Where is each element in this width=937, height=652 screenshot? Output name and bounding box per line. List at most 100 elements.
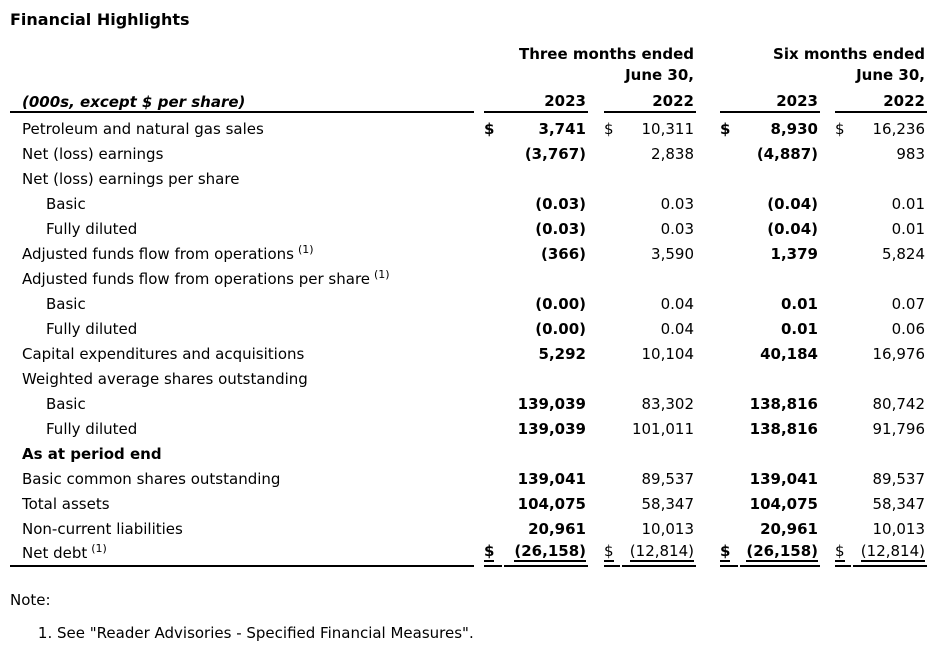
value-cell: 139,041 bbox=[749, 470, 818, 488]
column-spacer bbox=[698, 488, 718, 513]
column-spacer bbox=[476, 263, 482, 288]
currency-cell bbox=[720, 513, 738, 538]
value-cell bbox=[504, 263, 588, 288]
column-spacer bbox=[698, 413, 718, 438]
value-cell bbox=[740, 363, 820, 388]
currency-cell bbox=[835, 138, 851, 163]
table-row: Total assets 104,075 58,347 104,075 58,347 bbox=[10, 488, 927, 513]
value-cell: 91,796 bbox=[872, 420, 926, 438]
currency-cell: $ bbox=[484, 538, 502, 567]
table-row: Net (loss) earnings (3,767) 2,838 (4,887) 98… bbox=[10, 138, 927, 163]
column-spacer bbox=[822, 263, 833, 288]
value-cell bbox=[853, 438, 927, 463]
row-label: Fully diluted bbox=[46, 220, 138, 238]
value-cell: 138,816 bbox=[749, 395, 818, 413]
currency-cell: $ bbox=[484, 120, 495, 138]
value-cell bbox=[853, 163, 927, 188]
currency-cell bbox=[835, 288, 851, 313]
column-spacer bbox=[822, 538, 833, 567]
column-spacer bbox=[822, 288, 833, 313]
period-header-six-months: Six months ended June 30, bbox=[773, 45, 925, 84]
currency-cell bbox=[720, 313, 738, 338]
currency-cell bbox=[604, 263, 620, 288]
value-cell: 3,590 bbox=[651, 245, 694, 263]
row-label: Weighted average shares outstanding bbox=[22, 370, 308, 388]
column-spacer bbox=[822, 238, 833, 263]
currency-cell bbox=[484, 488, 502, 513]
value-cell: 10,311 bbox=[641, 120, 695, 138]
column-spacer bbox=[590, 288, 602, 313]
currency-cell bbox=[835, 238, 851, 263]
currency-cell bbox=[720, 363, 738, 388]
currency-cell bbox=[604, 363, 620, 388]
column-spacer bbox=[476, 338, 482, 363]
column-spacer bbox=[476, 413, 482, 438]
year-header-3m-2022: 2022 bbox=[604, 89, 696, 113]
currency-cell bbox=[484, 513, 502, 538]
column-spacer bbox=[698, 188, 718, 213]
table-row: Adjusted funds flow from operations (1) (3… bbox=[10, 238, 927, 263]
value-cell: 0.01 bbox=[891, 195, 925, 213]
value-cell: (0.03) bbox=[535, 220, 586, 238]
year-header-6m-2022: 2022 bbox=[835, 89, 927, 113]
currency-cell bbox=[604, 238, 620, 263]
period-header-row: Three months ended June 30, Six months e… bbox=[10, 44, 927, 89]
table-row: Basic (0.03) 0.03 (0.04) 0.01 bbox=[10, 188, 927, 213]
row-label: Capital expenditures and acquisitions bbox=[22, 345, 305, 363]
column-spacer bbox=[698, 363, 718, 388]
column-spacer bbox=[476, 89, 482, 113]
currency-cell bbox=[835, 438, 851, 463]
currency-cell bbox=[720, 413, 738, 438]
column-spacer bbox=[822, 89, 833, 113]
row-label: Net (loss) earnings per share bbox=[22, 170, 240, 188]
currency-cell bbox=[720, 338, 738, 363]
column-spacer bbox=[476, 388, 482, 413]
value-cell: 10,013 bbox=[872, 520, 926, 538]
column-spacer bbox=[822, 313, 833, 338]
unit-label: (000s, except $ per share) bbox=[10, 89, 474, 113]
column-spacer bbox=[476, 138, 482, 163]
value-cell bbox=[504, 438, 588, 463]
currency-cell: $ bbox=[835, 120, 845, 138]
header-label-spacer bbox=[10, 44, 474, 89]
column-spacer bbox=[698, 44, 718, 89]
currency-cell bbox=[484, 213, 502, 238]
column-spacer bbox=[590, 413, 602, 438]
value-cell: (26,158) bbox=[504, 538, 588, 567]
value-cell: (26,158) bbox=[740, 538, 820, 567]
row-label: Net (loss) earnings bbox=[22, 145, 164, 163]
value-cell: 0.01 bbox=[891, 220, 925, 238]
column-spacer bbox=[698, 89, 718, 113]
column-spacer bbox=[476, 513, 482, 538]
column-spacer bbox=[476, 213, 482, 238]
currency-cell bbox=[604, 438, 620, 463]
value-cell: 983 bbox=[896, 145, 925, 163]
currency-cell bbox=[604, 463, 620, 488]
currency-cell bbox=[604, 213, 620, 238]
row-label: Non-current liabilities bbox=[22, 520, 183, 538]
column-spacer bbox=[698, 213, 718, 238]
currency-cell bbox=[484, 238, 502, 263]
column-spacer bbox=[822, 213, 833, 238]
value-cell: 20,961 bbox=[760, 520, 818, 538]
currency-cell bbox=[484, 363, 502, 388]
column-spacer bbox=[476, 463, 482, 488]
currency-cell bbox=[604, 413, 620, 438]
value-cell bbox=[622, 438, 696, 463]
currency-cell bbox=[484, 188, 502, 213]
currency-cell bbox=[604, 313, 620, 338]
column-spacer bbox=[698, 263, 718, 288]
footnote-ref: (1) bbox=[91, 542, 107, 555]
currency-cell bbox=[604, 513, 620, 538]
column-spacer bbox=[698, 138, 718, 163]
value-cell: 139,039 bbox=[517, 420, 586, 438]
column-spacer bbox=[698, 463, 718, 488]
column-spacer bbox=[476, 113, 482, 138]
column-spacer bbox=[476, 438, 482, 463]
table-row: Net (loss) earnings per share bbox=[10, 163, 927, 188]
column-spacer bbox=[822, 338, 833, 363]
column-spacer bbox=[822, 188, 833, 213]
currency-cell bbox=[720, 463, 738, 488]
column-spacer bbox=[698, 338, 718, 363]
